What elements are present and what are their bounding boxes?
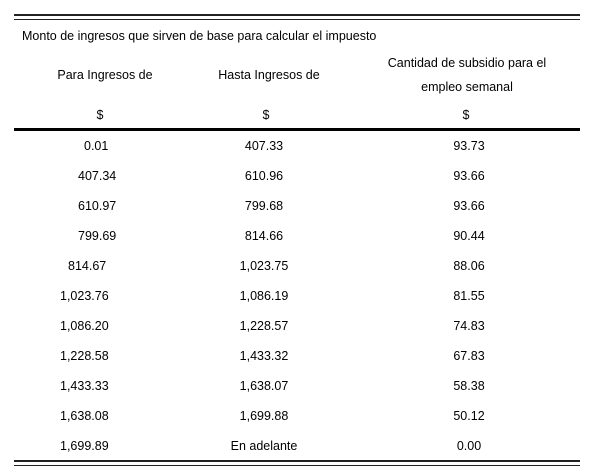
cell-hasta-ingresos: 610.96 [244,169,284,183]
cell-para-ingresos: 814.67 [68,259,107,273]
table-row: 814.67 1,023.75 88.06 [14,259,580,279]
table-row: 1,638.08 1,699.88 50.12 [14,409,580,429]
cell-subsidio: 93.73 [453,139,485,153]
cell-subsidio: 88.06 [453,259,485,273]
cell-hasta-ingresos: 1,433.32 [239,349,289,363]
cell-subsidio: 81.55 [453,289,485,303]
unit-col2: $ [262,108,270,122]
cell-subsidio: 90.44 [453,229,485,243]
cell-para-ingresos: 799.69 [78,229,117,243]
cell-para-ingresos: 0.01 [84,139,109,153]
top-double-rule [14,14,580,20]
cell-para-ingresos: 1,638.08 [60,409,109,423]
header-para-ingresos: Para Ingresos de [57,68,153,82]
table-row: 1,433.33 1,638.07 58.38 [14,379,580,399]
cell-para-ingresos: 1,433.33 [60,379,109,393]
table-row: 407.34 610.96 93.66 [14,169,580,189]
cell-hasta-ingresos: 1,228.57 [239,319,289,333]
cell-subsidio: 93.66 [453,199,485,213]
cell-hasta-ingresos: En adelante [230,439,298,453]
cell-para-ingresos: 1,228.58 [60,349,109,363]
cell-para-ingresos: 407.34 [78,169,117,183]
cell-para-ingresos: 1,699.89 [60,439,109,453]
header-cantidad-subsidio-line1: Cantidad de subsidio para el [387,56,547,70]
table-caption: Monto de ingresos que sirven de base par… [22,29,377,43]
header-cantidad-subsidio: Cantidad de subsidio para el empleo sema… [372,51,562,99]
table-row: 610.97 799.68 93.66 [14,199,580,219]
table-row: 1,086.20 1,228.57 74.83 [14,319,580,339]
header-cantidad-subsidio-line2: empleo semanal [421,80,513,94]
table-row: 799.69 814.66 90.44 [14,229,580,249]
cell-hasta-ingresos: 1,086.19 [239,289,289,303]
cell-hasta-ingresos: 1,638.07 [239,379,289,393]
unit-col1: $ [96,108,104,122]
cell-hasta-ingresos: 1,699.88 [239,409,289,423]
cell-subsidio: 74.83 [453,319,485,333]
cell-subsidio: 0.00 [456,439,482,453]
bottom-double-rule [14,460,580,466]
cell-subsidio: 50.12 [453,409,485,423]
table-row: 1,699.89 En adelante 0.00 [14,439,580,459]
cell-subsidio: 58.38 [453,379,485,393]
header-separator-rule [14,128,580,131]
cell-hasta-ingresos: 1,023.75 [239,259,289,273]
table-row: 1,228.58 1,433.32 67.83 [14,349,580,369]
cell-hasta-ingresos: 814.66 [244,229,284,243]
table-row: 0.01 407.33 93.73 [14,139,580,159]
subsidy-table: Monto de ingresos que sirven de base par… [14,14,580,466]
cell-hasta-ingresos: 407.33 [244,139,284,153]
header-hasta-ingresos: Hasta Ingresos de [218,68,320,82]
cell-para-ingresos: 610.97 [78,199,117,213]
cell-para-ingresos: 1,023.76 [60,289,109,303]
cell-para-ingresos: 1,086.20 [60,319,109,333]
cell-hasta-ingresos: 799.68 [244,199,284,213]
table-row: 1,023.76 1,086.19 81.55 [14,289,580,309]
cell-subsidio: 93.66 [453,169,485,183]
cell-subsidio: 67.83 [453,349,485,363]
unit-col3: $ [462,108,470,122]
